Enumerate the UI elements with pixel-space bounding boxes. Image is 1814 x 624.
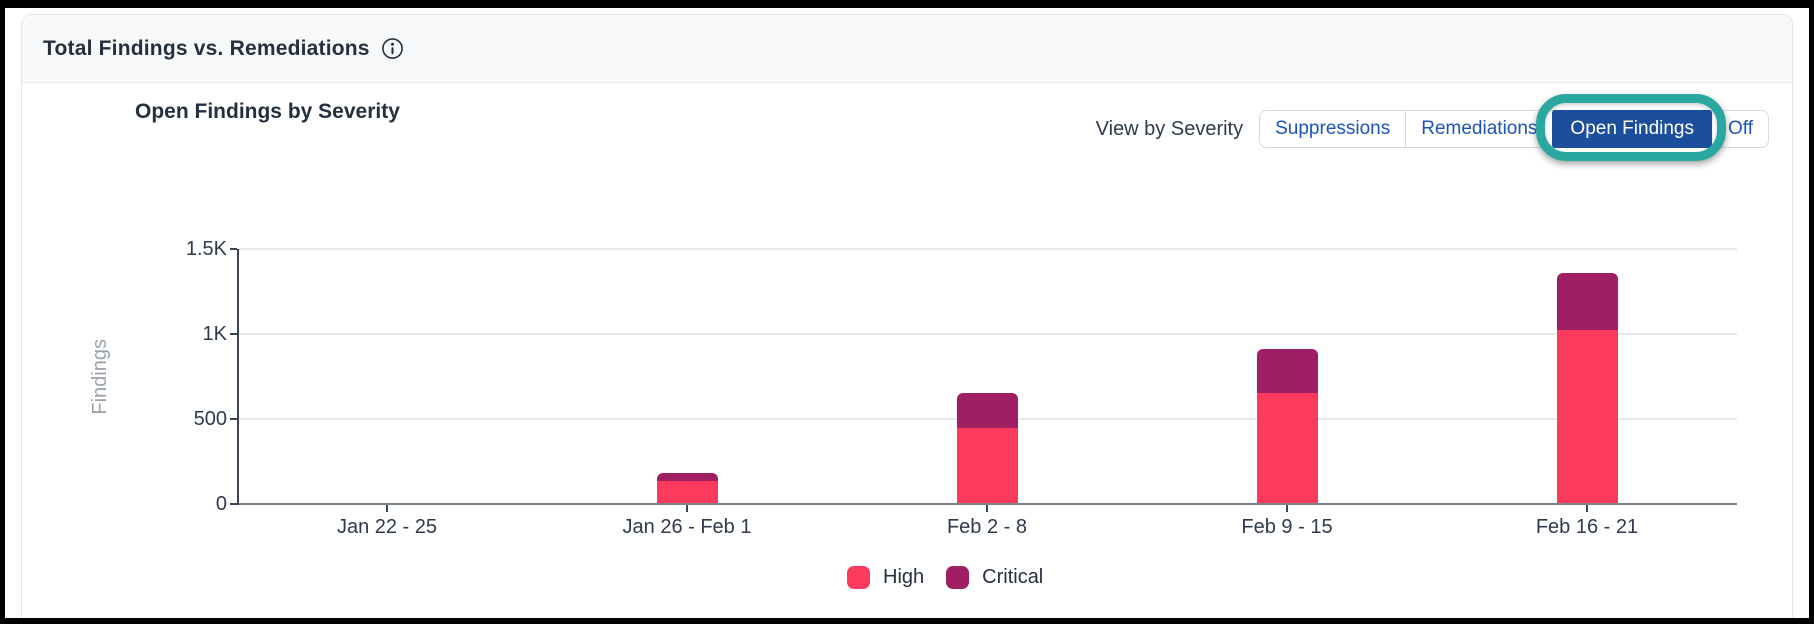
toggle-remediations[interactable]: Remediations	[1405, 111, 1552, 147]
legend-label: Critical	[982, 566, 1044, 588]
y-tick-label: 0	[215, 493, 227, 515]
x-tick-label: Jan 22 - 25	[336, 516, 438, 538]
gridline-1K	[237, 333, 1737, 335]
gridline-1.5K	[237, 248, 1737, 250]
y-axis-line	[237, 249, 239, 505]
view-toggle-group: Suppressions Remediations Open Findings Off	[1259, 94, 1769, 161]
bar-segment-high[interactable]	[1556, 329, 1618, 503]
legend-label: High	[883, 566, 925, 588]
view-controls: View by Severity Suppressions Remediation…	[1095, 94, 1769, 161]
y-axis-label-wrap: Findings	[80, 249, 120, 504]
legend-swatch-high	[847, 566, 870, 589]
view-by-severity-label: View by Severity	[1095, 117, 1244, 140]
bar-segment-critical[interactable]	[1256, 349, 1318, 393]
x-tick-mark	[686, 505, 688, 512]
bar-segment-critical[interactable]	[956, 393, 1018, 429]
x-tick-mark	[386, 505, 388, 512]
page-background: Total Findings vs. Remediations Open Fin…	[5, 8, 1809, 618]
bar-segment-high[interactable]	[956, 428, 1018, 503]
bar-jan-26---feb-1[interactable]	[656, 473, 718, 503]
bar-segment-high[interactable]	[1256, 392, 1318, 503]
toggle-open-findings[interactable]: Open Findings	[1536, 94, 1726, 161]
card-title: Total Findings vs. Remediations	[43, 36, 370, 60]
y-tick-label: 1K	[202, 323, 227, 345]
bar-segment-critical[interactable]	[656, 473, 718, 481]
highlight-ring	[1536, 94, 1726, 161]
y-axis-label: Findings	[88, 338, 111, 415]
y-tick-mark	[230, 503, 237, 505]
x-tick-mark	[986, 505, 988, 512]
y-tick-mark	[230, 248, 237, 250]
bar-feb-9---15[interactable]	[1256, 349, 1318, 503]
bar-segment-high[interactable]	[656, 480, 718, 503]
x-tick-label: Feb 2 - 8	[946, 516, 1028, 538]
y-tick-mark	[230, 418, 237, 420]
x-tick-mark	[1586, 505, 1588, 512]
bar-feb-16---21[interactable]	[1556, 272, 1618, 503]
plot-area: 0 500 1K 1.5K Jan 22 - 25 Jan 26 - Feb 1 Feb 2…	[186, 238, 1737, 538]
chart-panel: Open Findings by Severity View by Severi…	[22, 83, 1792, 618]
gridline-0	[237, 503, 1737, 505]
total-findings-card: Total Findings vs. Remediations Open Fin…	[21, 14, 1793, 618]
y-tick-mark	[230, 333, 237, 335]
chart-title: Open Findings by Severity	[135, 100, 400, 123]
bar-segment-critical[interactable]	[1556, 272, 1618, 330]
x-tick-label: Jan 26 - Feb 1	[622, 516, 752, 538]
bar-feb-2---8[interactable]	[956, 393, 1018, 503]
y-tick-label: 500	[193, 408, 227, 430]
toggle-suppressions[interactable]: Suppressions	[1275, 118, 1391, 139]
x-tick-label: Feb 16 - 21	[1535, 516, 1639, 538]
legend-swatch-critical	[946, 566, 970, 589]
card-header: Total Findings vs. Remediations	[22, 15, 1792, 83]
legend-item-high[interactable]: High	[847, 566, 924, 589]
chart-legend: High Critical	[847, 566, 1043, 589]
toggle-off[interactable]: Off	[1712, 111, 1768, 147]
y-tick-label: 1.5K	[185, 238, 227, 260]
info-icon[interactable]	[381, 37, 404, 60]
x-tick-label: Feb 9 - 15	[1241, 516, 1333, 538]
x-tick-mark	[1286, 505, 1288, 512]
legend-item-critical[interactable]: Critical	[946, 566, 1043, 589]
